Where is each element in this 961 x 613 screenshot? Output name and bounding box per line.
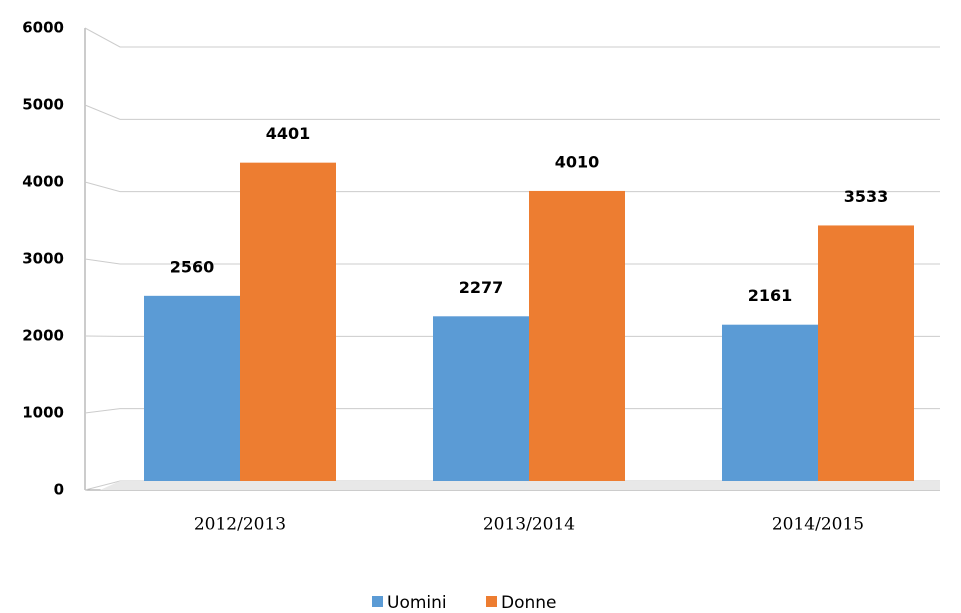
bar bbox=[240, 162, 336, 481]
legend-label: Uomini bbox=[387, 593, 447, 613]
grid-line bbox=[84, 408, 940, 414]
bar bbox=[144, 295, 240, 481]
y-tick-label: 6000 bbox=[22, 19, 64, 37]
y-tick-label: 4000 bbox=[22, 173, 64, 191]
data-label: 2277 bbox=[459, 278, 504, 297]
y-tick-label: 2000 bbox=[22, 327, 64, 345]
grid-line bbox=[84, 258, 940, 265]
legend-swatch bbox=[486, 596, 497, 607]
grid-line bbox=[84, 27, 940, 48]
legend-swatch bbox=[372, 596, 383, 607]
grid-line bbox=[84, 181, 940, 193]
y-tick-label: 1000 bbox=[22, 404, 64, 422]
grid-line bbox=[84, 104, 940, 120]
data-label: 2560 bbox=[170, 257, 215, 276]
x-tick-label: 2014/2015 bbox=[772, 515, 864, 535]
bar bbox=[722, 324, 818, 481]
x-tick-label: 2012/2013 bbox=[194, 515, 286, 535]
floor-shadow bbox=[100, 481, 940, 490]
y-tick-label: 3000 bbox=[22, 250, 64, 268]
bar bbox=[818, 225, 914, 481]
data-label: 4010 bbox=[555, 152, 600, 171]
y-tick-label: 5000 bbox=[22, 96, 64, 114]
bar bbox=[529, 190, 625, 481]
data-label: 3533 bbox=[844, 187, 889, 206]
legend-label: Donne bbox=[501, 593, 557, 613]
x-tick-label: 2013/2014 bbox=[483, 515, 575, 535]
data-label: 4401 bbox=[266, 124, 311, 143]
data-label: 2161 bbox=[748, 286, 793, 305]
y-tick-label: 0 bbox=[54, 481, 64, 499]
bar bbox=[433, 316, 529, 481]
